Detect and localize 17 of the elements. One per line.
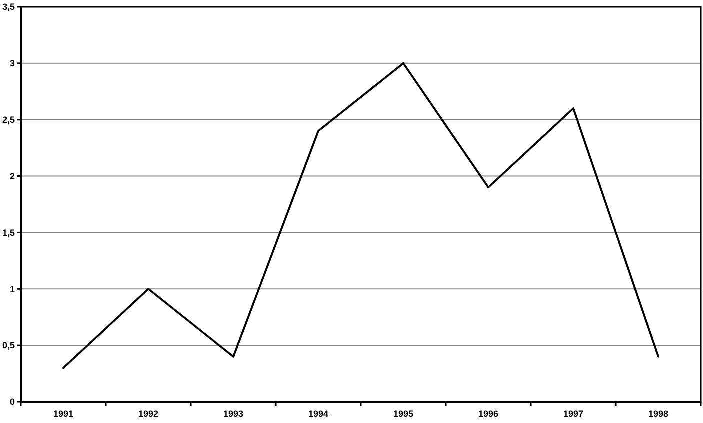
x-tick-label: 1996 bbox=[478, 409, 499, 419]
y-tick-label: 0,5 bbox=[2, 340, 15, 351]
x-tick-label: 1994 bbox=[308, 409, 329, 419]
x-tick-label: 1991 bbox=[53, 409, 74, 419]
x-tick-label: 1995 bbox=[393, 409, 414, 419]
y-tick-label: 0 bbox=[10, 397, 15, 408]
y-tick-label: 1 bbox=[10, 284, 15, 294]
line-series bbox=[62, 62, 660, 370]
y-tick-label: 1,5 bbox=[2, 228, 15, 238]
y-tick-label: 2,5 bbox=[2, 115, 15, 126]
x-tick-label: 1992 bbox=[138, 409, 159, 419]
y-tick-label: 3,5 bbox=[2, 2, 15, 12]
y-tick-label: 2 bbox=[10, 171, 15, 182]
x-tick-label: 1997 bbox=[563, 409, 584, 419]
x-tick-label: 1998 bbox=[648, 409, 669, 419]
y-tick-label: 3 bbox=[10, 58, 15, 69]
x-tick-label: 1993 bbox=[223, 409, 244, 419]
